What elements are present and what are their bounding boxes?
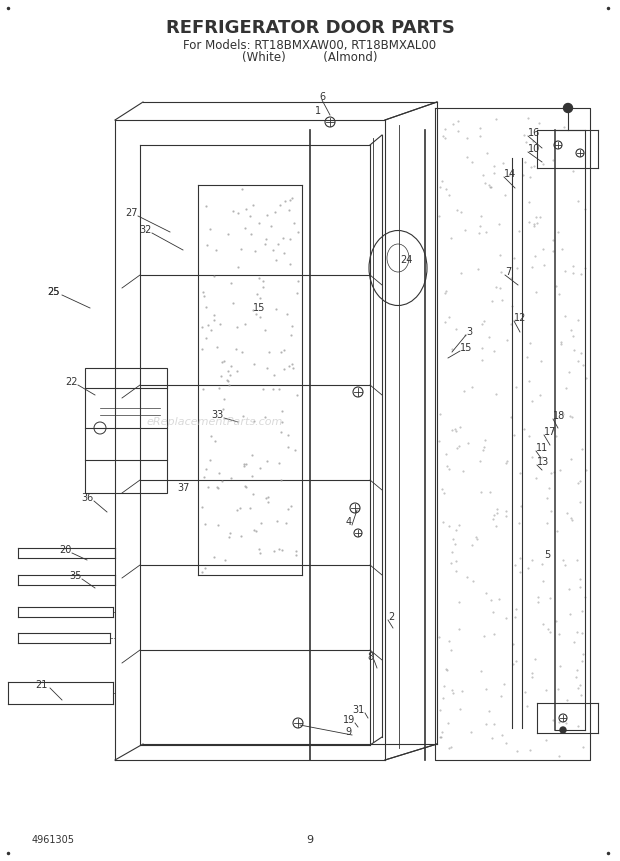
Text: 17: 17 [544,427,556,437]
Text: 31: 31 [353,705,365,715]
Text: 1: 1 [315,106,321,116]
Text: 5: 5 [544,550,551,560]
Text: 33: 33 [212,410,224,420]
Text: 13: 13 [537,457,549,467]
Text: 36: 36 [82,493,94,503]
Text: 24: 24 [400,255,412,265]
Text: 16: 16 [528,128,540,138]
Text: 15: 15 [460,343,472,353]
Text: 32: 32 [140,225,152,235]
Text: 25: 25 [48,287,60,297]
Text: 27: 27 [125,208,138,218]
Text: 21: 21 [35,680,48,690]
Text: 10: 10 [528,144,540,154]
Text: 11: 11 [536,443,548,453]
Text: 6: 6 [319,92,325,102]
Text: 37: 37 [177,483,190,493]
Text: 19: 19 [343,715,355,725]
Text: REFRIGERATOR DOOR PARTS: REFRIGERATOR DOOR PARTS [166,19,454,37]
Text: 7: 7 [505,267,511,277]
Text: 15: 15 [252,303,265,313]
Text: 9: 9 [306,835,314,845]
Text: 8: 8 [368,652,374,662]
Text: 14: 14 [504,169,516,179]
Text: 18: 18 [553,411,565,421]
Text: 20: 20 [60,545,72,555]
Text: eReplacementParts.com: eReplacementParts.com [147,417,283,427]
Bar [85,368,167,493]
Text: 4: 4 [346,517,352,527]
Text: 25: 25 [48,287,60,297]
Text: 9: 9 [346,727,352,737]
Text: 3: 3 [466,327,472,337]
Text: 2: 2 [388,612,394,622]
Text: 4961305: 4961305 [32,835,75,845]
Circle shape [560,727,566,733]
Text: 12: 12 [514,313,526,323]
Text: For Models: RT18BMXAW00, RT18BMXAL00: For Models: RT18BMXAW00, RT18BMXAL00 [184,39,436,52]
Text: 35: 35 [69,571,82,581]
Circle shape [564,103,572,113]
Text: (White)          (Almond): (White) (Almond) [242,52,378,65]
Text: 22: 22 [66,377,78,387]
